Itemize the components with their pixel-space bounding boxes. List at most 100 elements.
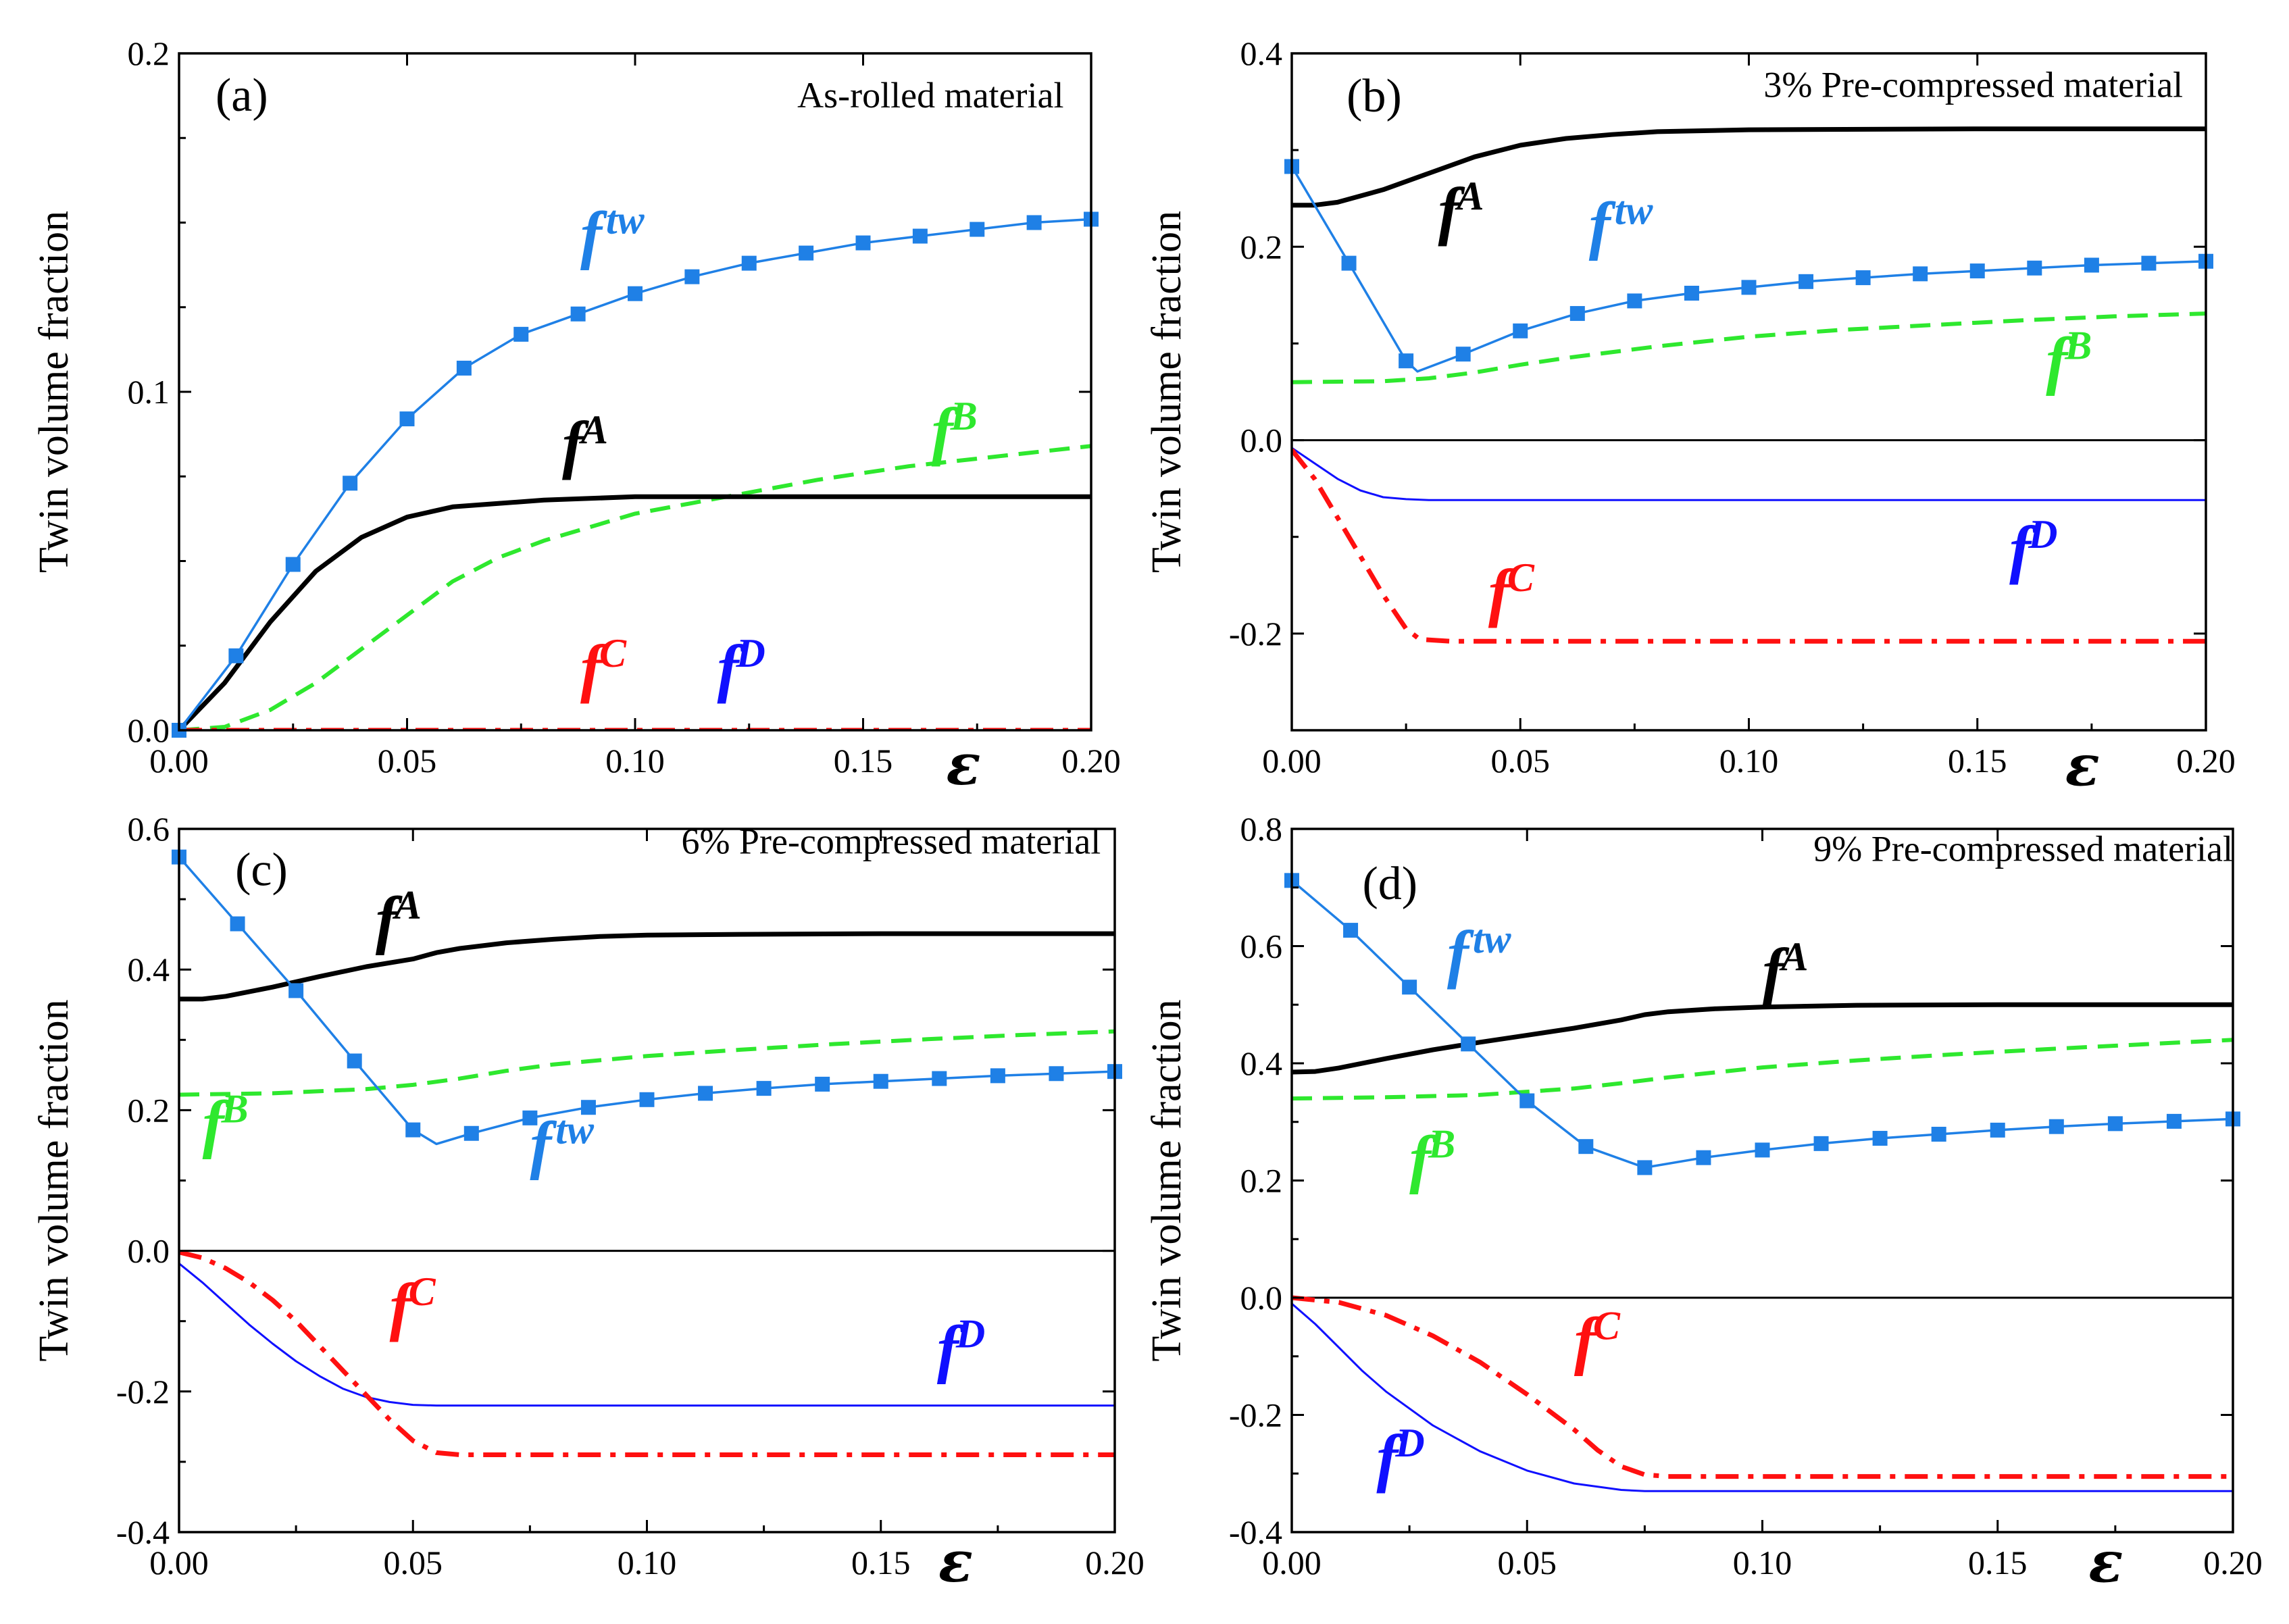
panel-a-series-tw-marker [343,476,358,491]
panel-d-y-tick-label: 0.4 [1240,1044,1283,1082]
panel-c-series-tw-marker [815,1076,830,1092]
panel-d-label-A: fA [1763,934,1809,1007]
panel-d-label-tw-sup: tw [1473,917,1512,961]
panel-c-series-D-line [179,1263,1115,1407]
panel-d-series-tw-marker [1519,1093,1535,1109]
panel-b-series-tw-marker [1798,274,1814,289]
panel-a-series-tw-marker [912,228,928,244]
panel-b-label-A: fA [1438,174,1484,247]
panel-c-series-tw-marker [1049,1066,1064,1082]
panel-a-x-tick-label: 0.05 [378,742,437,780]
panel-d-x-tick-label: 0.10 [1733,1544,1792,1581]
panel-a-series-tw-marker [741,255,757,271]
panel-c-label-B-sup: B [221,1086,249,1131]
panel-c-x-axis-title: ε [938,1528,973,1595]
panel-d-label-A-sup: A [1778,934,1808,979]
panel-c-series-tw-line [179,856,1115,1146]
panel-d-y-axis-title: Twin volume fraction [1144,999,1190,1361]
panel-b-series-tw-marker [1855,270,1871,286]
panel-c-y-tick-label: 0.4 [128,950,170,988]
panel-a-series-tw-marker [456,360,472,376]
panel-b-panel-label: (b) [1347,70,1402,122]
panel-b-y-tick-label: 0.2 [1240,228,1283,265]
panel-a-frame [178,52,1092,732]
panel-d-label-D: fD [1376,1421,1424,1494]
panel-c-label-D-sup: D [955,1312,985,1356]
panel-c-series-tw-marker [347,1053,362,1069]
panel-b-x-tick-label: 0.20 [2176,742,2236,780]
panel-b-series-tw-marker [1569,306,1585,322]
panel-a-series-tw-marker [513,326,529,342]
panel-b-series-tw-marker [1741,280,1757,295]
panel-a-label-A-sup: A [578,407,608,452]
panel-a-label-B-sup: B [950,394,978,438]
panel-c-x-tick-label: 0.15 [851,1544,911,1581]
panel-c-series-A-line [179,931,1115,1002]
panel-c-x-tick-label: 0.10 [618,1544,677,1581]
panel-c-series-tw-marker [288,983,304,998]
panel-d-series-tw-marker [2166,1113,2182,1129]
panel-d-series-tw-marker [1578,1139,1594,1154]
panel-b-series-tw-marker [1341,255,1357,271]
panel-b-label-tw: f tw [1589,188,1654,261]
panel-a-label-A: fA [562,407,608,480]
panel-b-frame [1290,52,2207,732]
panel-a-y-tick-label: 0.0 [128,711,170,749]
panel-d-y-tick-label: 0.8 [1240,810,1283,848]
panel-c-series-tw-marker [639,1092,655,1107]
panel-c-y-tick-label: -0.2 [116,1373,170,1411]
panel-d-series-tw-marker [1461,1036,1476,1052]
panel-d-series-tw-marker [1872,1131,1888,1146]
panel-d-y-tick-label: -0.4 [1229,1513,1282,1551]
panel-b-x-tick-label: 0.00 [1262,742,1322,780]
panel-b-series-tw-marker [1684,285,1699,301]
panel-b-label-B: fB [2046,324,2092,397]
panel-d-series-tw-marker [1931,1126,1946,1142]
panel-a-series-tw-marker [570,306,586,322]
panel-d-y-tick-label: 0.6 [1240,928,1283,965]
panel-c-label-tw-base: f [530,1109,557,1181]
panel-d-series-tw-marker [1637,1160,1653,1175]
panel-c-x-tick-label: 0.05 [384,1544,443,1581]
panel-c-y-tick-label: 0.6 [128,810,170,848]
panel-d-y-tick-label: 0.2 [1240,1162,1283,1200]
panel-b-label-tw-base: f [1589,188,1616,261]
panel-c-series-tw-marker [463,1125,479,1141]
panel-d-series-B-line [1292,1038,2233,1101]
panel-b-label-A-sup: A [1454,174,1484,218]
panel-c-label-C: fC [390,1269,436,1342]
panel-c-series-tw-marker [522,1110,538,1125]
panel-b-series-C-line [1292,448,2206,644]
panel-d-x-axis-title: ε [2088,1529,2123,1596]
panel-a-label-C-sup: C [599,631,627,676]
panel-a-series-tw-marker [799,245,814,261]
panel-a-x-tick-label: 0.20 [1061,742,1121,780]
panel-c-series-tw-marker [756,1081,772,1096]
panel-c-series-tw-marker [932,1071,947,1086]
panel-b-x-tick-label: 0.05 [1491,742,1551,780]
panel-b-x-axis-title: ε [2065,732,2100,799]
panel-b-series-tw-marker [2141,255,2157,271]
panel-d-label-C-sup: C [1593,1303,1621,1348]
panel-d-label-C: fC [1574,1303,1621,1376]
panel-a-label-tw-base: f [580,199,607,271]
panel-c-label-A: fA [376,883,422,956]
panel-a-label-D: fD [718,631,765,704]
panel-b-series-tw-marker [1969,263,1985,279]
panel-d-label-tw: f tw [1447,917,1512,990]
panel-d-series-tw-marker [1696,1150,1711,1165]
panel-b-y-axis-title: Twin volume fraction [1144,211,1190,573]
panel-a-x-tick-label: 0.15 [834,742,893,780]
panel-d-series-tw-marker [1990,1122,2005,1138]
panel-c-series-tw-marker [698,1086,713,1101]
panel-b-x-tick-label: 0.10 [1719,742,1779,780]
panel-a-label-B: fB [932,394,978,467]
panel-c-series-B-line [179,1029,1115,1097]
panel-a-series-B-line [179,444,1091,730]
panel-a-label-C: fC [580,631,627,704]
panel-d-x-tick-label: 0.20 [2203,1544,2263,1581]
panel-b-series-B-line [1292,311,2206,384]
